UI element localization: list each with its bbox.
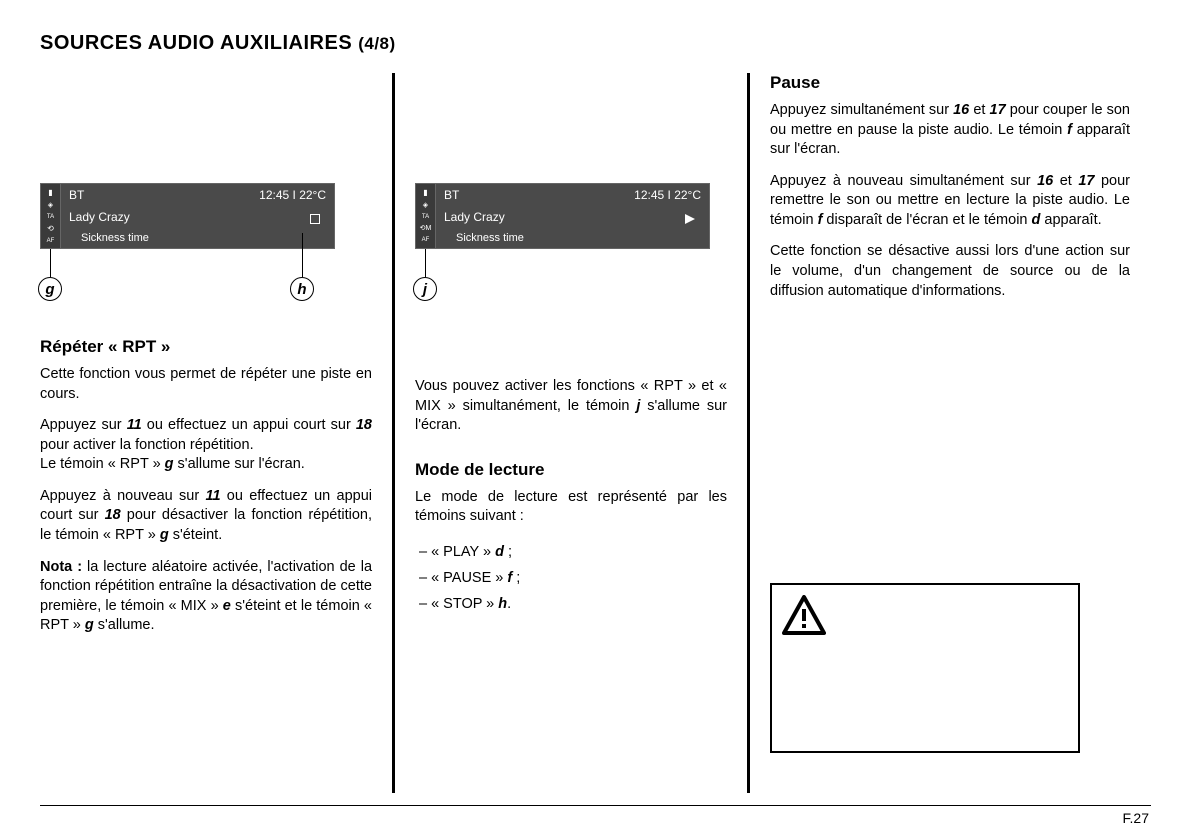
content-columns: ▮◈TA⟲AF BT 12:45 I 22°C Lady Crazy Sickn…: [40, 73, 1151, 793]
display-side-icons-2: ▮◈TA⟲MAF: [416, 184, 436, 248]
callout-g: g: [38, 277, 62, 301]
pause-p1: Appuyez simultanément sur 16 et 17 pour …: [770, 101, 1130, 160]
mode-list: – « PLAY » d ; – « PAUSE » f ; – « STOP …: [415, 539, 727, 617]
display-source: BT: [69, 188, 84, 202]
display-mock-2: ▮◈TA⟲MAF BT 12:45 I 22°C Lady Crazy Sick…: [415, 183, 727, 313]
display-time: 12:45 I 22°C: [259, 188, 326, 202]
column-1: ▮◈TA⟲AF BT 12:45 I 22°C Lady Crazy Sickn…: [40, 73, 392, 793]
heading-pause: Pause: [770, 73, 1130, 93]
heading-rpt: Répéter « RPT »: [40, 337, 372, 357]
title-sub: (4/8): [358, 34, 395, 53]
display-track: Lady Crazy: [69, 210, 326, 224]
pause-p2: Appuyez à nouveau simultanément sur 16 e…: [770, 172, 1130, 231]
page-title: SOURCES AUDIO AUXILIAIRES (4/8): [40, 32, 1151, 55]
rpt-p2: Appuyez sur 11 ou effectuez un appui cou…: [40, 416, 372, 475]
column-2: ▮◈TA⟲MAF BT 12:45 I 22°C Lady Crazy Sick…: [395, 73, 747, 793]
mode-intro: Le mode de lecture est représenté par le…: [415, 488, 727, 527]
rpt-nota: Nota : la lecture aléatoire activée, l'a…: [40, 558, 372, 636]
display-song: Sickness time: [69, 232, 326, 244]
rpt-p1: Cette fonction vous permet de répéter un…: [40, 365, 372, 404]
heading-mode: Mode de lecture: [415, 460, 727, 480]
play-icon: [685, 214, 695, 224]
footer-line: [40, 805, 1151, 806]
pause-p3: Cette fonction se désactive aussi lors d…: [770, 242, 1130, 301]
page-number: F.27: [1123, 810, 1149, 826]
display-mock-1: ▮◈TA⟲AF BT 12:45 I 22°C Lady Crazy Sickn…: [40, 183, 372, 313]
warning-box: [770, 583, 1080, 753]
display-side-icons: ▮◈TA⟲AF: [41, 184, 61, 248]
col2-p1: Vous pouvez activer les fonctions « RPT …: [415, 377, 727, 436]
column-3: Pause Appuyez simultanément sur 16 et 17…: [750, 73, 1130, 793]
rpt-p3: Appuyez à nouveau sur 11 ou effectuez un…: [40, 487, 372, 546]
callout-h: h: [290, 277, 314, 301]
title-main: SOURCES AUDIO AUXILIAIRES: [40, 32, 358, 54]
warning-icon: [782, 595, 826, 635]
stop-icon: [310, 214, 320, 224]
callout-j: j: [413, 277, 437, 301]
